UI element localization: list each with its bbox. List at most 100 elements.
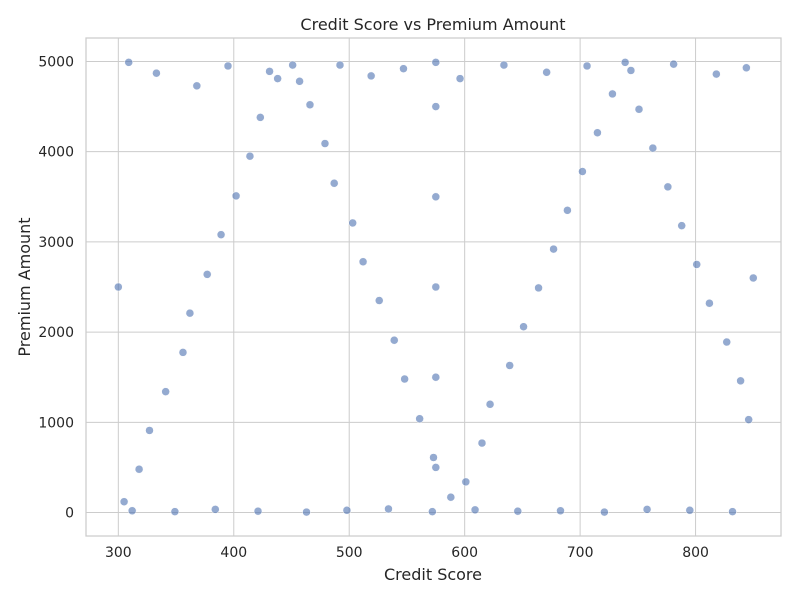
data-point <box>485 400 495 409</box>
y-tick-label: 5000 <box>38 54 74 70</box>
data-point <box>256 113 265 122</box>
y-axis-label: Premium Amount <box>15 217 34 356</box>
data-point <box>384 504 393 514</box>
data-point <box>712 69 721 79</box>
data-point <box>431 102 441 111</box>
data-point <box>648 143 658 153</box>
data-point <box>744 415 753 424</box>
data-point <box>582 61 592 71</box>
data-point <box>431 282 441 292</box>
data-point <box>124 58 133 67</box>
data-point <box>728 507 737 516</box>
data-point <box>152 68 161 78</box>
data-point <box>223 61 233 71</box>
data-point <box>742 63 751 73</box>
data-point <box>305 100 315 110</box>
data-point <box>400 374 409 384</box>
data-point <box>620 58 630 67</box>
data-point <box>642 505 652 514</box>
data-point <box>245 151 255 161</box>
data-point <box>428 507 437 516</box>
data-point <box>505 361 514 370</box>
data-point <box>253 506 263 516</box>
data-point <box>145 426 154 435</box>
data-point <box>446 492 456 502</box>
data-point <box>415 414 424 423</box>
data-point <box>593 128 602 137</box>
x-tick-labels: 300 400 500 600 700 800 <box>105 545 709 561</box>
data-point <box>265 67 274 76</box>
data-point <box>320 139 330 148</box>
data-point <box>513 506 523 516</box>
data-point <box>273 74 282 83</box>
x-tick-label: 400 <box>220 545 247 561</box>
data-point <box>749 273 758 283</box>
y-tick-label: 2000 <box>38 325 74 341</box>
x-axis-label: Credit Score <box>384 565 482 584</box>
data-point <box>431 372 441 382</box>
data-point <box>669 59 678 69</box>
data-point <box>374 296 384 305</box>
data-point <box>431 192 441 202</box>
y-tick-label: 0 <box>65 506 74 522</box>
data-point <box>608 89 617 99</box>
data-point <box>542 68 551 77</box>
data-point <box>563 206 572 215</box>
data-point <box>519 322 528 331</box>
x-tick-label: 500 <box>336 545 363 561</box>
data-point <box>634 105 644 114</box>
data-point <box>677 221 686 230</box>
y-tick-labels: 0 1000 2000 3000 4000 5000 <box>38 54 74 521</box>
data-point <box>578 167 587 176</box>
data-point <box>389 335 399 345</box>
data-point <box>663 182 673 192</box>
data-point <box>722 337 731 347</box>
plot-frame <box>85 37 782 537</box>
data-point <box>358 257 368 266</box>
data-point <box>348 218 357 228</box>
x-tick-label: 600 <box>451 545 478 561</box>
y-tick-label: 3000 <box>38 235 74 251</box>
data-point <box>329 179 339 188</box>
data-points <box>114 58 758 517</box>
y-tick-label: 1000 <box>38 415 74 431</box>
data-point <box>119 497 129 506</box>
data-point <box>429 453 438 462</box>
data-point <box>399 64 408 73</box>
data-point <box>461 477 471 487</box>
data-point <box>185 308 195 318</box>
data-point <box>556 506 565 515</box>
data-point <box>161 387 170 396</box>
data-point <box>499 60 509 70</box>
data-point <box>692 260 701 269</box>
data-point <box>211 505 220 514</box>
data-point <box>202 270 212 279</box>
data-point <box>335 60 345 70</box>
chart-title: Credit Score vs Premium Amount <box>300 15 565 34</box>
data-point <box>549 244 558 254</box>
data-point <box>170 507 180 516</box>
data-point <box>178 348 188 357</box>
data-point <box>477 438 487 448</box>
x-tick-label: 700 <box>567 545 594 561</box>
data-point <box>342 506 352 515</box>
data-point <box>134 464 144 474</box>
x-tick-label: 800 <box>682 545 709 561</box>
data-point <box>455 74 465 83</box>
data-point <box>626 66 636 75</box>
data-point <box>705 298 714 308</box>
data-point <box>295 77 304 86</box>
y-tick-label: 4000 <box>38 145 74 161</box>
data-point <box>534 283 543 293</box>
data-point <box>470 505 480 515</box>
data-point <box>685 506 695 515</box>
data-point <box>431 463 441 472</box>
data-point <box>600 507 609 517</box>
grid-lines <box>86 38 781 536</box>
data-point <box>288 60 297 70</box>
data-point <box>192 81 202 91</box>
data-point <box>736 376 745 386</box>
data-point <box>302 507 311 517</box>
